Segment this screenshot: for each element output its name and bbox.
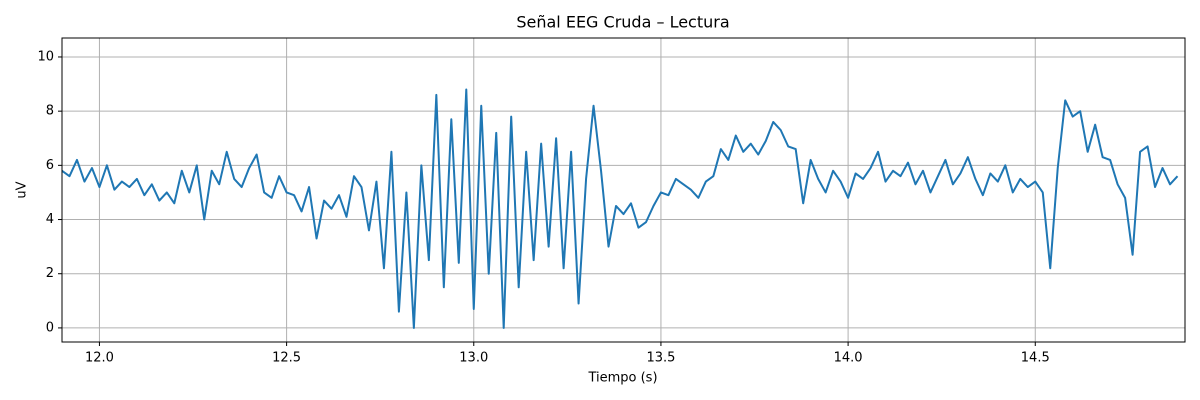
plot-frame (61, 37, 1186, 343)
y-tick-label: 4 (46, 212, 54, 227)
x-tick-label: 14.0 (834, 351, 863, 366)
x-tick-label: 14.5 (1021, 351, 1050, 366)
x-axis-label: Tiempo (s) (587, 371, 657, 386)
y-tick-label: 10 (37, 49, 54, 64)
y-axis-label: uV (15, 181, 30, 198)
x-tick-label: 13.0 (459, 351, 488, 366)
chart-title: Señal EEG Cruda – Lectura (516, 13, 729, 32)
x-tick-label: 13.5 (646, 351, 675, 366)
y-tick-label: 0 (46, 320, 54, 335)
x-tick-label: 12.0 (85, 351, 114, 366)
y-tick-label: 8 (46, 104, 54, 119)
y-tick-label: 2 (46, 266, 54, 281)
y-tick-label: 6 (46, 158, 54, 173)
x-tick-label: 12.5 (272, 351, 301, 366)
data-line (62, 88, 1179, 329)
